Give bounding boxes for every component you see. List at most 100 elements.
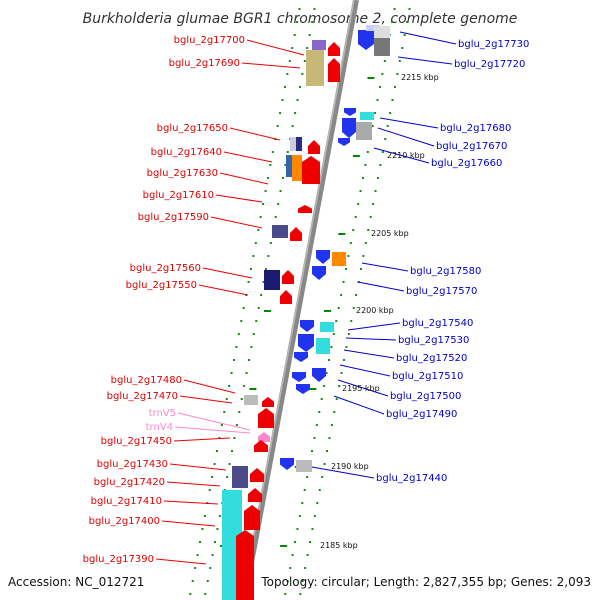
gene-label[interactable]: bglu_2g17450 (101, 436, 172, 447)
kbp-mark: 2195 kbp (342, 384, 380, 393)
tick-dot (311, 450, 313, 452)
leader-line (229, 127, 281, 141)
tick-dot (347, 255, 350, 257)
gene-label[interactable]: bglu_2g17470 (107, 391, 178, 402)
tick-dot (333, 411, 336, 413)
tick-dot (279, 190, 282, 192)
leader-line (163, 500, 219, 505)
tick-dot (288, 60, 291, 62)
tick-dot (231, 450, 233, 452)
feature-block (356, 122, 372, 140)
tick-dot (389, 112, 392, 114)
tick-dot (228, 463, 231, 465)
tick-dot (306, 47, 309, 49)
tick-dot (366, 151, 369, 153)
leader-line (339, 364, 391, 377)
gene-arrow (302, 156, 320, 184)
gene-arrow (258, 408, 274, 428)
gene-label[interactable]: bglu_2g17500 (390, 391, 461, 402)
tick-dot (247, 281, 250, 283)
gene-label[interactable]: bglu_2g17680 (440, 123, 511, 134)
gene-label[interactable]: bglu_2g17400 (89, 516, 160, 527)
gene-label[interactable]: bglu_2g17490 (386, 409, 457, 420)
feature-block (292, 155, 302, 181)
tick-dot (286, 151, 289, 153)
gene-label[interactable]: bglu_2g17610 (143, 190, 214, 201)
tick-dot (240, 320, 243, 322)
gene-label[interactable]: bglu_2g17580 (410, 266, 481, 277)
tick-dot (264, 190, 267, 192)
tick-dot (230, 372, 233, 374)
tick-dot (232, 359, 235, 361)
gene-label[interactable]: bglu_2g17730 (458, 39, 529, 50)
tick-dot (347, 333, 350, 335)
gene-label[interactable]: bglu_2g17590 (138, 212, 209, 223)
gene-label[interactable]: bglu_2g17390 (83, 554, 154, 565)
kbp-tick (352, 155, 360, 157)
tick-dot (376, 177, 379, 179)
gene-label[interactable]: bglu_2g17530 (398, 335, 469, 346)
gene-label[interactable]: bglu_2g17700 (174, 35, 245, 46)
gene-label[interactable]: bglu_2g17520 (396, 353, 467, 364)
kbp-tick (263, 310, 271, 312)
gene-features (222, 25, 390, 600)
tick-dot (235, 424, 238, 426)
gene-label[interactable]: bglu_2g17420 (94, 477, 165, 488)
tick-dot (313, 515, 316, 517)
tick-dot (196, 554, 199, 556)
tick-dot (284, 164, 287, 166)
gene-label[interactable]: bglu_2g17410 (91, 496, 162, 507)
kbp-mark: 2210 kbp (387, 151, 425, 160)
tick-dot (315, 424, 318, 426)
gene-label[interactable]: bglu_2g17570 (406, 286, 477, 297)
leader-line (345, 337, 397, 341)
gene-arrow (244, 505, 260, 530)
tick-dot (306, 554, 309, 556)
gene-label[interactable]: bglu_2g17550 (126, 280, 197, 291)
tick-dot (327, 359, 330, 361)
gene-label[interactable]: bglu_2g17640 (151, 147, 222, 158)
tick-dot (242, 307, 245, 309)
gene-label[interactable]: bglu_2g17660 (431, 158, 502, 169)
leader-line (173, 437, 231, 442)
gene-label[interactable]: bglu_2g17670 (436, 141, 507, 152)
tick-dot (191, 580, 194, 582)
gene-label[interactable]: bglu_2g17560 (130, 263, 201, 274)
tick-dot (286, 73, 289, 75)
feature-block (286, 155, 294, 177)
tick-dot (211, 554, 214, 556)
kbp-tick (249, 388, 257, 390)
gene-arrow (328, 42, 340, 56)
gene-label[interactable]: bglu_2g17510 (392, 371, 463, 382)
gene-label[interactable]: bglu_2g17480 (111, 375, 182, 386)
tick-dot (291, 125, 294, 127)
gene-arrow (280, 458, 294, 470)
tick-dot (321, 476, 324, 478)
tick-dot (252, 255, 255, 257)
tick-dot (266, 177, 269, 179)
leader-line (343, 349, 395, 359)
gene-arrow (282, 270, 294, 284)
feature-block (244, 395, 258, 405)
gene-label[interactable]: bglu_2g17430 (97, 459, 168, 470)
leader-line (361, 262, 409, 272)
tick-dot (293, 34, 296, 36)
tick-dot (384, 138, 387, 140)
rna-label[interactable]: trnV4 (146, 422, 173, 433)
feature-block (264, 270, 280, 290)
tick-dot (286, 580, 289, 582)
gene-label[interactable]: bglu_2g17440 (376, 473, 447, 484)
tick-dot (262, 281, 265, 283)
gene-label[interactable]: bglu_2g17690 (169, 58, 240, 69)
tick-dot (294, 541, 297, 543)
tick-dot (199, 541, 202, 543)
rna-label[interactable]: trnV5 (149, 408, 176, 419)
gene-arrow (344, 108, 356, 116)
gene-label[interactable]: bglu_2g17720 (454, 59, 525, 70)
feature-block (312, 40, 326, 50)
gene-label[interactable]: bglu_2g17650 (157, 123, 228, 134)
gene-label[interactable]: bglu_2g17540 (402, 318, 473, 329)
tick-dot (342, 359, 345, 361)
leader-line (161, 520, 216, 527)
gene-label[interactable]: bglu_2g17630 (147, 168, 218, 179)
